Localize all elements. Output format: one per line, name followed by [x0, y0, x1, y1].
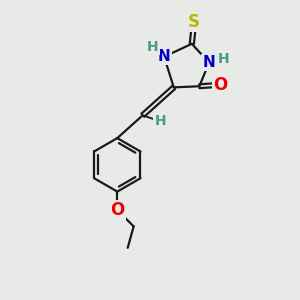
- Text: O: O: [110, 201, 124, 219]
- Text: N: N: [158, 49, 170, 64]
- Text: N: N: [203, 55, 215, 70]
- Text: H: H: [218, 52, 229, 66]
- Text: H: H: [147, 40, 159, 54]
- Text: O: O: [214, 76, 228, 94]
- Text: S: S: [188, 13, 200, 31]
- Text: H: H: [154, 115, 166, 128]
